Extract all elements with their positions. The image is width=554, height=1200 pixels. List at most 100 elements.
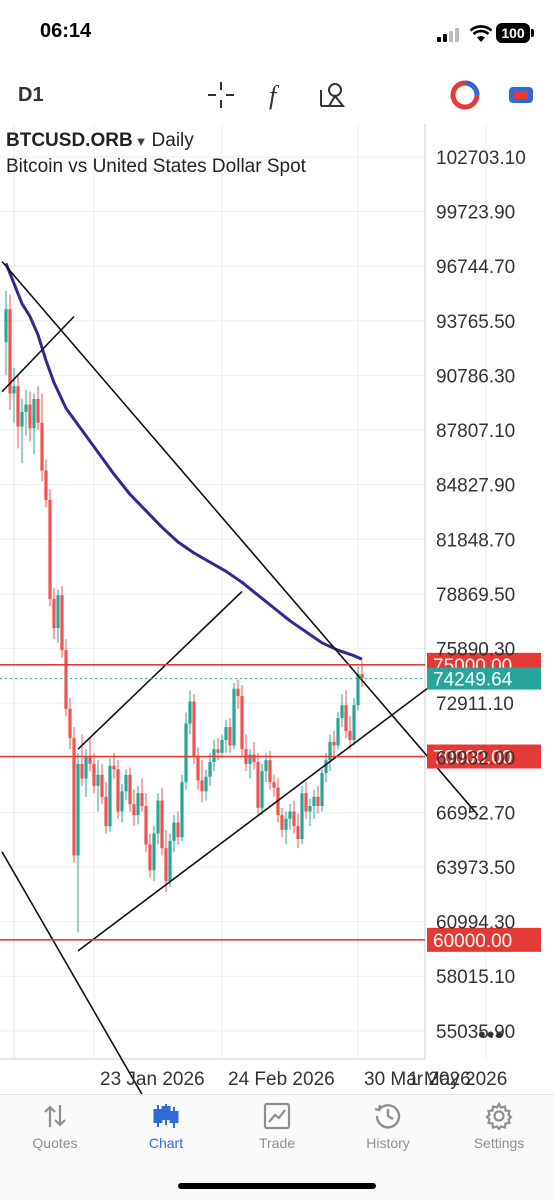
trend-line — [77, 658, 467, 952]
quotes-icon — [44, 1105, 66, 1127]
candle-body — [172, 822, 176, 841]
trend-line — [1, 851, 143, 1094]
chart-symbol-header[interactable]: BTCUSD.ORB ▼ Daily — [6, 130, 194, 152]
candle-body — [72, 738, 76, 856]
candle-body — [116, 769, 120, 812]
candle-body — [188, 701, 192, 724]
tab-settings[interactable]: Settings — [444, 1095, 554, 1165]
trend-line — [1, 315, 75, 393]
bottom-tab-bar: Quotes Chart Trade History — [0, 1094, 554, 1200]
date-tick-label: 30 Mar 2026 — [364, 1069, 471, 1090]
candle-body — [260, 771, 264, 808]
candle-body — [108, 765, 112, 827]
price-tick-label: 55035.90 — [436, 1022, 515, 1043]
candle-body — [164, 848, 168, 882]
price-tick-label: 75890.30 — [436, 640, 515, 661]
level-price-tag — [427, 927, 541, 952]
account-icon[interactable] — [506, 80, 536, 110]
candle-body — [344, 705, 348, 731]
candle-body — [212, 749, 216, 762]
candle-body — [280, 815, 284, 830]
candle-body — [60, 595, 64, 651]
candle-body — [100, 774, 104, 797]
candle-body — [252, 754, 256, 762]
candle-body — [96, 774, 100, 786]
price-tick-label: 72911.10 — [436, 694, 514, 715]
price-tick-label: 90786.30 — [436, 366, 515, 387]
candle-body — [140, 793, 144, 806]
chart-candles-icon — [153, 1104, 179, 1128]
tab-history[interactable]: History — [333, 1095, 443, 1165]
candle-body — [304, 793, 308, 812]
tab-label: Settings — [473, 1135, 525, 1151]
candle-body — [80, 763, 84, 779]
candle-body — [272, 782, 276, 788]
price-tick-label: 78869.50 — [436, 585, 515, 606]
more-options-icon[interactable]: ••• — [478, 1022, 505, 1047]
trade-icon — [263, 1102, 291, 1130]
symbol-description: Bitcoin vs United States Dollar Spot — [6, 156, 306, 177]
trend-line — [1, 260, 479, 816]
candle-body — [68, 708, 72, 739]
candle-body — [56, 595, 60, 629]
candle-body — [76, 763, 80, 856]
wifi-icon — [470, 25, 492, 42]
candle-body — [208, 762, 212, 777]
candle-body — [104, 796, 108, 827]
candle-body — [48, 499, 52, 599]
status-time: 06:14 — [40, 20, 92, 42]
candle-body — [84, 756, 88, 779]
trade-toggle-icon[interactable] — [450, 80, 480, 110]
tab-label: Quotes — [32, 1135, 78, 1151]
symbol-dropdown-icon[interactable]: ▼ — [134, 134, 148, 149]
moving-average-line — [4, 262, 363, 661]
candle-body — [288, 811, 292, 819]
price-tick-label: 99723.90 — [436, 203, 515, 224]
tab-trade[interactable]: Trade — [222, 1095, 332, 1165]
candle-body — [36, 399, 40, 423]
price-tick-label: 93765.50 — [436, 312, 515, 333]
price-tick-label: 60994.30 — [436, 913, 515, 934]
candle-body — [200, 780, 204, 792]
candle-body — [8, 309, 12, 394]
candle-body — [356, 674, 360, 706]
candle-body — [204, 776, 208, 792]
battery-tip — [531, 29, 534, 37]
candle-body — [24, 404, 28, 412]
candle-body — [308, 806, 312, 812]
chart-area[interactable]: 75000.00 70000.00 60000.00 74249.64 102703.… — [0, 124, 554, 1094]
tab-quotes[interactable]: Quotes — [0, 1095, 110, 1165]
symbol-name[interactable]: BTCUSD.ORB — [6, 130, 133, 151]
timeframe-selector[interactable]: D1 — [18, 84, 44, 106]
candle-body — [20, 411, 24, 427]
candle-body — [4, 309, 8, 343]
candle-body — [292, 811, 296, 827]
history-icon — [374, 1104, 401, 1129]
function-icon[interactable]: f — [262, 80, 292, 110]
candle-body — [192, 701, 196, 757]
candle-body — [248, 754, 252, 764]
candle-body — [184, 723, 188, 783]
tab-label: History — [366, 1135, 410, 1151]
candle-body — [160, 800, 164, 849]
candle-body — [240, 696, 244, 750]
tab-chart[interactable]: Chart — [111, 1095, 221, 1165]
candle-body — [28, 404, 32, 429]
price-tick-label: 84827.90 — [436, 476, 515, 497]
price-tick-label: 102703.10 — [436, 148, 526, 169]
objects-icon[interactable] — [318, 80, 348, 110]
crosshair-icon[interactable] — [206, 80, 236, 110]
candle-body — [332, 741, 336, 746]
candle-body — [220, 740, 224, 753]
candle-body — [40, 422, 44, 471]
current-price-tag — [427, 667, 541, 690]
home-indicator — [178, 1183, 376, 1189]
candle-body — [264, 760, 268, 772]
candle-body — [180, 782, 184, 838]
candle-body — [196, 756, 200, 781]
price-tick-label: 58015.10 — [436, 967, 515, 988]
candle-body — [64, 650, 68, 709]
price-tick-label: 66952.70 — [436, 803, 515, 824]
candle-body — [120, 791, 124, 812]
